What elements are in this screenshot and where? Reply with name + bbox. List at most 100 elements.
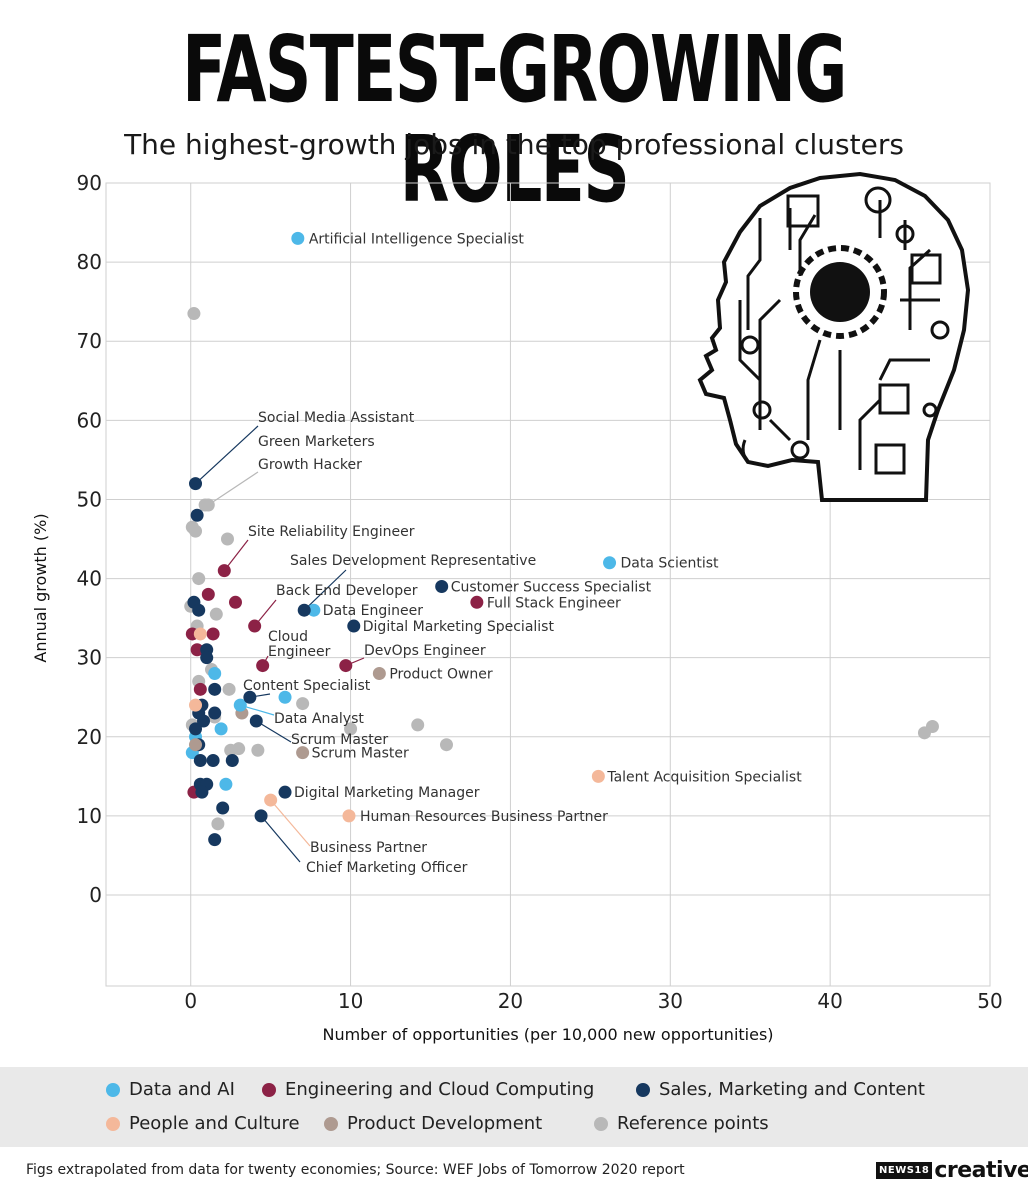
data-point [591, 769, 605, 783]
legend-dot [636, 1082, 650, 1097]
data-point [278, 785, 292, 799]
point-label: Data Analyst [274, 711, 364, 727]
point-label: Scrum Master [291, 732, 388, 748]
point-label: Digital Marketing Manager [294, 785, 480, 801]
legend-item-product: Product Development [324, 1113, 542, 1134]
leader-line [255, 720, 292, 743]
y-tick-label: 70 [77, 329, 102, 353]
data-point [206, 627, 220, 641]
y-tick-label: 0 [89, 883, 102, 907]
x-tick-label: 50 [977, 989, 1002, 1013]
point-label: Digital Marketing Specialist [363, 619, 555, 635]
y-tick-label: 50 [77, 487, 102, 511]
point-label: Full Stack Engineer [487, 595, 621, 611]
data-point [193, 682, 207, 696]
point-label: Customer Success Specialist [451, 579, 652, 595]
data-point [470, 595, 484, 609]
leader-line [260, 815, 301, 863]
legend-dot [594, 1116, 608, 1131]
y-tick-label: 10 [77, 804, 102, 828]
point-label: Social Media Assistant [258, 410, 415, 426]
leader-line [270, 799, 311, 847]
point-label: Cloud Engineer [268, 629, 331, 660]
legend-label: People and Culture [129, 1113, 300, 1134]
x-tick-label: 10 [338, 989, 363, 1013]
data-point [197, 714, 211, 728]
data-point [208, 706, 222, 720]
data-point [225, 754, 239, 768]
data-point [243, 690, 257, 704]
data-point [222, 682, 236, 696]
data-point [435, 579, 449, 593]
legend-item-data-ai: Data and AI [106, 1079, 235, 1100]
point-label: Data Engineer [323, 603, 423, 619]
y-tick-label: 80 [77, 250, 102, 274]
y-tick-label: 60 [77, 408, 102, 432]
data-point [307, 603, 321, 617]
data-point [189, 524, 203, 538]
legend-item-reference: Reference points [594, 1113, 769, 1134]
data-point [201, 587, 215, 601]
y-tick-label: 90 [77, 171, 102, 195]
data-point [189, 722, 203, 736]
data-point [342, 809, 356, 823]
data-point [439, 738, 453, 752]
point-label: Green Marketers [258, 434, 375, 450]
point-label: Business Partner [310, 840, 427, 856]
legend: Data and AI Engineering and Cloud Comput… [0, 1067, 1028, 1147]
y-tick-label: 30 [77, 646, 102, 670]
data-point [339, 659, 353, 673]
y-tick-label: 40 [77, 567, 102, 591]
point-label: Back End Developer [276, 583, 418, 599]
data-point [201, 498, 215, 512]
data-point [214, 722, 228, 736]
legend-dot [324, 1116, 338, 1131]
ai-circuit-head-icon [697, 171, 971, 502]
data-point [278, 690, 292, 704]
data-point [219, 777, 233, 791]
scatter-points [184, 231, 939, 847]
legend-item-people: People and Culture [106, 1113, 300, 1134]
point-label: Sales Development Representative [290, 553, 536, 569]
data-point [296, 697, 310, 711]
data-point [190, 508, 204, 522]
point-label: Chief Marketing Officer [306, 860, 468, 876]
data-point [220, 532, 234, 546]
legend-label: Engineering and Cloud Computing [285, 1079, 595, 1100]
point-label: Artificial Intelligence Specialist [309, 231, 525, 247]
data-point [193, 754, 207, 768]
data-point [189, 477, 203, 491]
data-point [190, 643, 204, 657]
data-point [228, 595, 242, 609]
data-point [216, 801, 230, 815]
data-point [251, 743, 265, 757]
leader-line [303, 569, 347, 611]
point-labels: Artificial Intelligence Specialist Data S… [243, 231, 802, 876]
data-point [372, 667, 386, 681]
data-point [256, 659, 270, 673]
data-point [189, 738, 203, 752]
point-label: Product Owner [389, 667, 493, 683]
legend-item-engineering: Engineering and Cloud Computing [262, 1079, 594, 1100]
data-point [217, 564, 231, 578]
data-point [189, 698, 203, 712]
point-label: DevOps Engineer [364, 643, 486, 659]
legend-item-sales: Sales, Marketing and Content [636, 1079, 925, 1100]
data-point [291, 231, 305, 245]
leader-line [207, 471, 259, 506]
data-point [297, 603, 311, 617]
brand-name: creative [934, 1158, 1028, 1183]
y-axis-label: Annual growth (%) [31, 513, 50, 662]
data-point [192, 572, 206, 586]
source-note: Figs extrapolated from data for twenty e… [26, 1162, 685, 1178]
data-point [603, 556, 617, 570]
data-point [193, 627, 207, 641]
data-point [296, 746, 310, 760]
y-tick-label: 20 [77, 725, 102, 749]
legend-label: Data and AI [129, 1079, 235, 1100]
x-tick-label: 40 [817, 989, 842, 1013]
data-point [200, 651, 214, 665]
leader-line [195, 425, 259, 485]
x-axis-label: Number of opportunities (per 10,000 new … [322, 1025, 773, 1044]
legend-dot [106, 1082, 120, 1097]
